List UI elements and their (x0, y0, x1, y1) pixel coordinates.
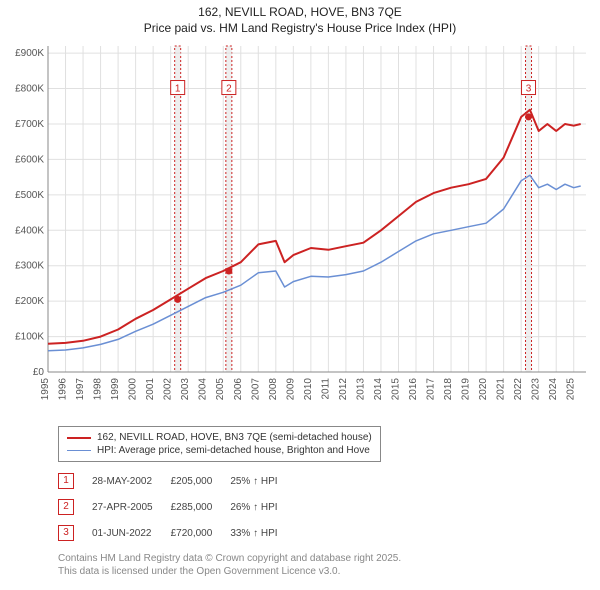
x-tick-label: 2002 (163, 378, 174, 401)
legend-item: 162, NEVILL ROAD, HOVE, BN3 7QE (semi-de… (67, 431, 372, 444)
event-marker: 1 (58, 473, 74, 489)
x-tick-label: 2022 (513, 378, 524, 401)
title-line-1: 162, NEVILL ROAD, HOVE, BN3 7QE (198, 5, 402, 19)
y-tick-label: £500K (15, 190, 44, 201)
x-tick-label: 2009 (285, 378, 296, 401)
legend-swatch (67, 450, 91, 451)
event-hpi: 26% ↑ HPI (230, 494, 295, 520)
y-tick-label: £800K (15, 84, 44, 95)
x-tick-label: 2015 (390, 378, 401, 401)
title-line-2: Price paid vs. HM Land Registry's House … (144, 21, 456, 35)
x-tick-label: 1995 (40, 378, 51, 401)
footer-line-2: This data is licensed under the Open Gov… (58, 566, 340, 577)
event-price: £205,000 (171, 468, 231, 494)
event-date: 28-MAY-2002 (92, 468, 171, 494)
event-hpi: 25% ↑ HPI (230, 468, 295, 494)
event-marker: 3 (58, 525, 74, 541)
events-table: 1 28-MAY-2002£205,00025% ↑ HPI 2 27-APR-200… (58, 468, 592, 546)
x-tick-label: 2018 (443, 378, 454, 401)
x-tick-label: 2001 (145, 378, 156, 401)
y-tick-label: £600K (15, 155, 44, 166)
annotation-number: 3 (526, 84, 532, 95)
x-tick-label: 2013 (355, 378, 366, 401)
chart-svg: £0 £100K £200K £300K £400K £500K £600K £700K £80… (8, 40, 592, 420)
attribution: Contains HM Land Registry data © Crown c… (58, 552, 592, 578)
x-tick-label: 2004 (198, 378, 209, 401)
footer-line-1: Contains HM Land Registry data © Crown c… (58, 553, 401, 564)
x-tick-label: 2005 (215, 378, 226, 401)
annotation-number: 2 (226, 84, 232, 95)
x-tick-label: 2024 (548, 378, 559, 401)
legend-item: HPI: Average price, semi-detached house,… (67, 444, 372, 457)
event-date: 01-JUN-2022 (92, 520, 171, 546)
x-tick-label: 2000 (128, 378, 139, 401)
x-tick-label: 2012 (338, 378, 349, 401)
x-tick-label: 1999 (110, 378, 121, 401)
x-tick-label: 2006 (233, 378, 244, 401)
event-price: £285,000 (171, 494, 231, 520)
x-tick-label: 2011 (320, 378, 331, 400)
price-marker (225, 268, 232, 275)
y-tick-label: £700K (15, 119, 44, 130)
event-date: 27-APR-2005 (92, 494, 171, 520)
y-tick-label: £300K (15, 261, 44, 272)
price-marker (525, 114, 532, 121)
x-tick-label: 2021 (496, 378, 507, 401)
y-tick-label: £200K (15, 297, 44, 308)
x-tick-label: 2010 (303, 378, 314, 401)
annotation-number: 1 (175, 84, 181, 95)
event-row: 1 28-MAY-2002£205,00025% ↑ HPI (58, 468, 296, 494)
chart-title: 162, NEVILL ROAD, HOVE, BN3 7QE Price pa… (8, 4, 592, 36)
x-tick-label: 2025 (566, 378, 577, 401)
legend-label: HPI: Average price, semi-detached house,… (97, 445, 370, 456)
x-tick-label: 2016 (408, 378, 419, 401)
x-tick-label: 1996 (58, 378, 69, 401)
x-tick-label: 2023 (531, 378, 542, 401)
x-tick-label: 2014 (373, 378, 384, 401)
y-tick-label: £400K (15, 226, 44, 237)
page: 162, NEVILL ROAD, HOVE, BN3 7QE Price pa… (0, 0, 600, 582)
event-row: 3 01-JUN-2022£720,00033% ↑ HPI (58, 520, 296, 546)
x-tick-label: 2003 (180, 378, 191, 401)
x-tick-label: 2020 (478, 378, 489, 401)
event-price: £720,000 (171, 520, 231, 546)
x-tick-label: 1998 (93, 378, 104, 401)
y-tick-label: £900K (15, 48, 44, 59)
legend: 162, NEVILL ROAD, HOVE, BN3 7QE (semi-de… (58, 426, 381, 462)
y-tick-label: £100K (15, 332, 44, 343)
y-tick-label: £0 (33, 367, 45, 378)
event-row: 2 27-APR-2005£285,00026% ↑ HPI (58, 494, 296, 520)
legend-swatch (67, 437, 91, 439)
legend-label: 162, NEVILL ROAD, HOVE, BN3 7QE (semi-de… (97, 432, 372, 443)
x-tick-label: 2017 (426, 378, 437, 401)
x-tick-label: 2007 (250, 378, 261, 401)
event-marker: 2 (58, 499, 74, 515)
x-tick-label: 2019 (461, 378, 472, 401)
price-chart: £0 £100K £200K £300K £400K £500K £600K £700K £80… (8, 40, 592, 420)
x-tick-label: 2008 (268, 378, 279, 401)
x-tick-label: 1997 (75, 378, 86, 401)
event-hpi: 33% ↑ HPI (230, 520, 295, 546)
price-marker (174, 296, 181, 303)
